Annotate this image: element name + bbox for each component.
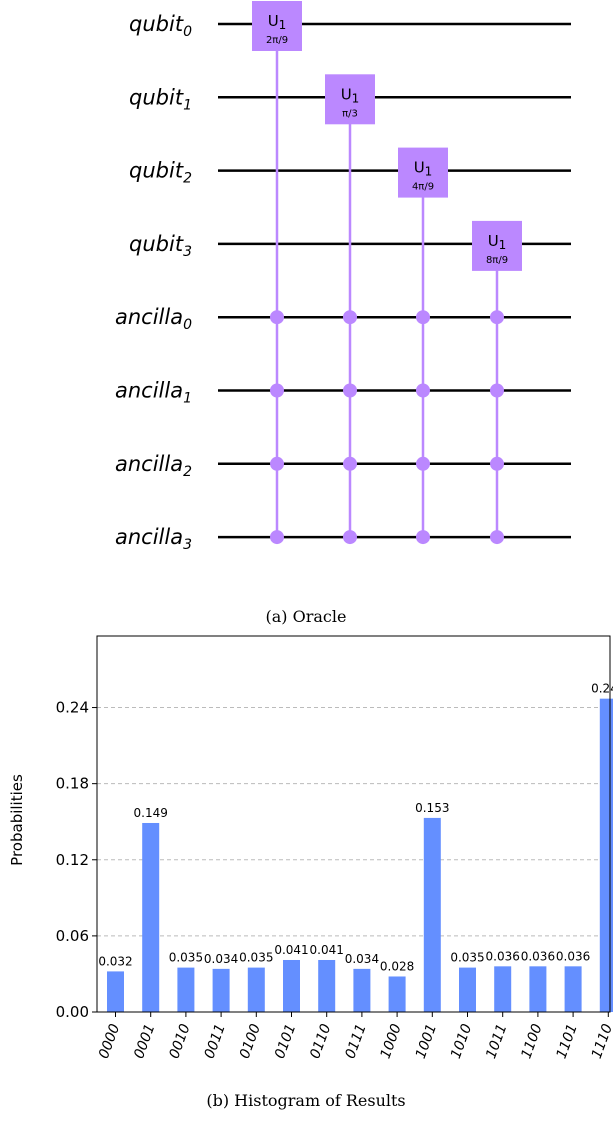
gate-title: U1	[268, 12, 287, 32]
x-tick-label: 1101	[554, 1022, 581, 1061]
bar	[564, 966, 582, 1012]
control-dot	[343, 310, 357, 325]
wire-label: qubit3	[129, 232, 192, 260]
y-tick-label: 0.06	[56, 927, 89, 945]
control-dot	[270, 310, 284, 325]
control-dot	[416, 383, 430, 398]
control-dot	[343, 383, 357, 398]
circuit-caption: (a) Oracle	[266, 607, 347, 626]
u1-gate	[252, 1, 302, 51]
x-tick-label: 1000	[378, 1022, 405, 1061]
control-dot	[416, 530, 430, 545]
control-dot	[343, 456, 357, 471]
bar	[107, 971, 124, 1012]
x-tick-label: 0111	[342, 1022, 369, 1061]
x-tick-label: 0010	[166, 1022, 193, 1061]
x-tick-label: 0011	[202, 1022, 229, 1061]
bar-value-label: 0.041	[274, 943, 308, 957]
bar-value-label: 0.036	[556, 949, 590, 963]
histogram-chart: 0.00 0.06 0.12 0.18 0.24 0.032 0000 0.149 0001 0.…	[56, 635, 613, 1061]
bar	[283, 959, 300, 1012]
x-tick-label: 1110	[589, 1022, 613, 1061]
control-dot	[490, 456, 504, 471]
wire-label: qubit2	[129, 159, 192, 187]
x-tick-label: 1100	[518, 1022, 545, 1061]
oracle-circuit: qubit0 qubit1 qubit2 qubit3 ancilla0 ancilla1…	[115, 1, 571, 553]
y-axis-label: Probabilities	[8, 774, 26, 866]
wire-label: ancilla1	[115, 379, 192, 407]
x-tick-label: 0100	[237, 1022, 264, 1061]
chart-caption: (b) Histogram of Results	[206, 1091, 405, 1110]
bar	[177, 967, 195, 1012]
x-tick-label: 0101	[272, 1022, 299, 1061]
bar	[142, 822, 160, 1012]
control-dot	[416, 456, 430, 471]
bar	[388, 976, 406, 1012]
control-dot	[490, 383, 504, 398]
bar-value-label: 0.034	[345, 952, 379, 966]
control-dot	[490, 530, 504, 545]
bar	[529, 966, 547, 1012]
wire-label: qubit1	[129, 85, 192, 113]
bar-value-label: 0.036	[486, 949, 520, 963]
control-dot	[416, 310, 430, 325]
bar-value-label: 0.032	[98, 954, 132, 968]
u1-gate	[325, 74, 375, 125]
control-dot	[490, 310, 504, 325]
bar-value-label: 0.035	[450, 951, 484, 965]
wire-label: ancilla0	[115, 305, 192, 333]
gate-param: π/3	[342, 108, 358, 119]
gate-param: 2π/9	[266, 35, 288, 46]
bar-value-label: 0.247	[591, 682, 613, 696]
control-dot	[270, 456, 284, 471]
bar-value-label: 0.028	[380, 959, 414, 973]
bar	[494, 966, 512, 1012]
bar-value-label: 0.034	[204, 952, 238, 966]
control-dot	[343, 530, 357, 545]
bar	[247, 967, 265, 1012]
y-tick-label: 0.00	[56, 1003, 89, 1021]
wire-label: ancilla2	[115, 452, 192, 480]
u1-gate	[398, 147, 448, 198]
gate-title: U1	[341, 85, 360, 105]
x-tick-label: 1011	[483, 1022, 510, 1061]
bar	[212, 968, 230, 1012]
bar	[353, 968, 371, 1012]
y-tick-label: 0.18	[56, 775, 89, 793]
bar-value-label: 0.041	[310, 943, 344, 957]
x-tick-label: 1010	[448, 1022, 475, 1061]
x-tick-label: 1001	[413, 1022, 440, 1061]
gate-param: 8π/9	[486, 255, 508, 266]
bar-value-label: 0.036	[521, 949, 555, 963]
x-tick-label: 0000	[96, 1022, 123, 1061]
bar-value-label: 0.035	[169, 951, 203, 965]
bar	[318, 959, 336, 1012]
gate-param: 4π/9	[412, 182, 434, 193]
control-dot	[270, 530, 284, 545]
control-dot	[270, 383, 284, 398]
y-tick-label: 0.24	[56, 699, 89, 717]
x-tick-label: 0001	[131, 1022, 158, 1061]
u1-gate	[472, 220, 522, 271]
bar	[599, 698, 613, 1012]
gate-title: U1	[488, 232, 507, 252]
y-tick-label: 0.12	[56, 851, 89, 869]
bar	[423, 817, 441, 1012]
x-tick-label: 0110	[307, 1022, 334, 1061]
bar-value-label: 0.153	[415, 801, 449, 815]
plot-frame	[96, 635, 611, 1013]
bar-value-label: 0.035	[239, 951, 273, 965]
bar	[459, 967, 476, 1012]
wire-label: qubit0	[129, 12, 192, 40]
wire-label: ancilla3	[115, 525, 192, 553]
gate-title: U1	[414, 159, 433, 179]
bar-value-label: 0.149	[134, 806, 168, 820]
